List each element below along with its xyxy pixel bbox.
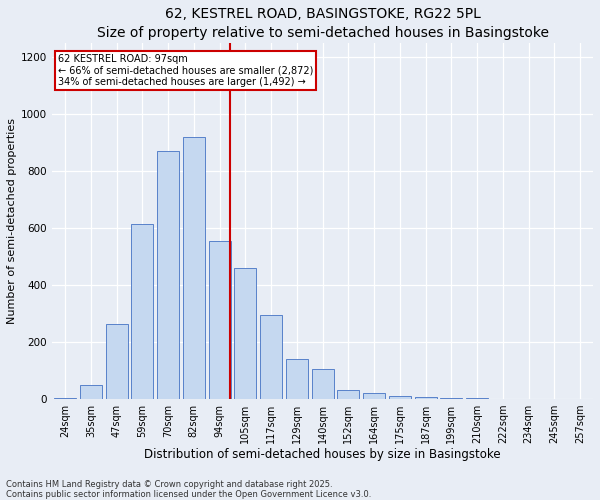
Title: 62, KESTREL ROAD, BASINGSTOKE, RG22 5PL
Size of property relative to semi-detach: 62, KESTREL ROAD, BASINGSTOKE, RG22 5PL … [97, 7, 548, 40]
Bar [415, 396, 437, 399]
Bar [363, 394, 385, 399]
Bar [54, 398, 76, 399]
Bar [286, 359, 308, 399]
Bar [466, 398, 488, 399]
Bar [157, 151, 179, 399]
Bar [389, 396, 411, 399]
Bar [106, 324, 128, 399]
Bar [311, 369, 334, 399]
Bar [440, 398, 463, 399]
Bar [209, 241, 230, 399]
Bar [80, 385, 102, 399]
Y-axis label: Number of semi-detached properties: Number of semi-detached properties [7, 118, 17, 324]
Bar [337, 390, 359, 399]
Bar [260, 315, 282, 399]
Bar [131, 224, 154, 399]
Text: 62 KESTREL ROAD: 97sqm
← 66% of semi-detached houses are smaller (2,872)
34% of : 62 KESTREL ROAD: 97sqm ← 66% of semi-det… [58, 54, 313, 87]
Bar [235, 268, 256, 399]
X-axis label: Distribution of semi-detached houses by size in Basingstoke: Distribution of semi-detached houses by … [145, 448, 501, 460]
Text: Contains HM Land Registry data © Crown copyright and database right 2025.
Contai: Contains HM Land Registry data © Crown c… [6, 480, 371, 499]
Bar [183, 137, 205, 399]
